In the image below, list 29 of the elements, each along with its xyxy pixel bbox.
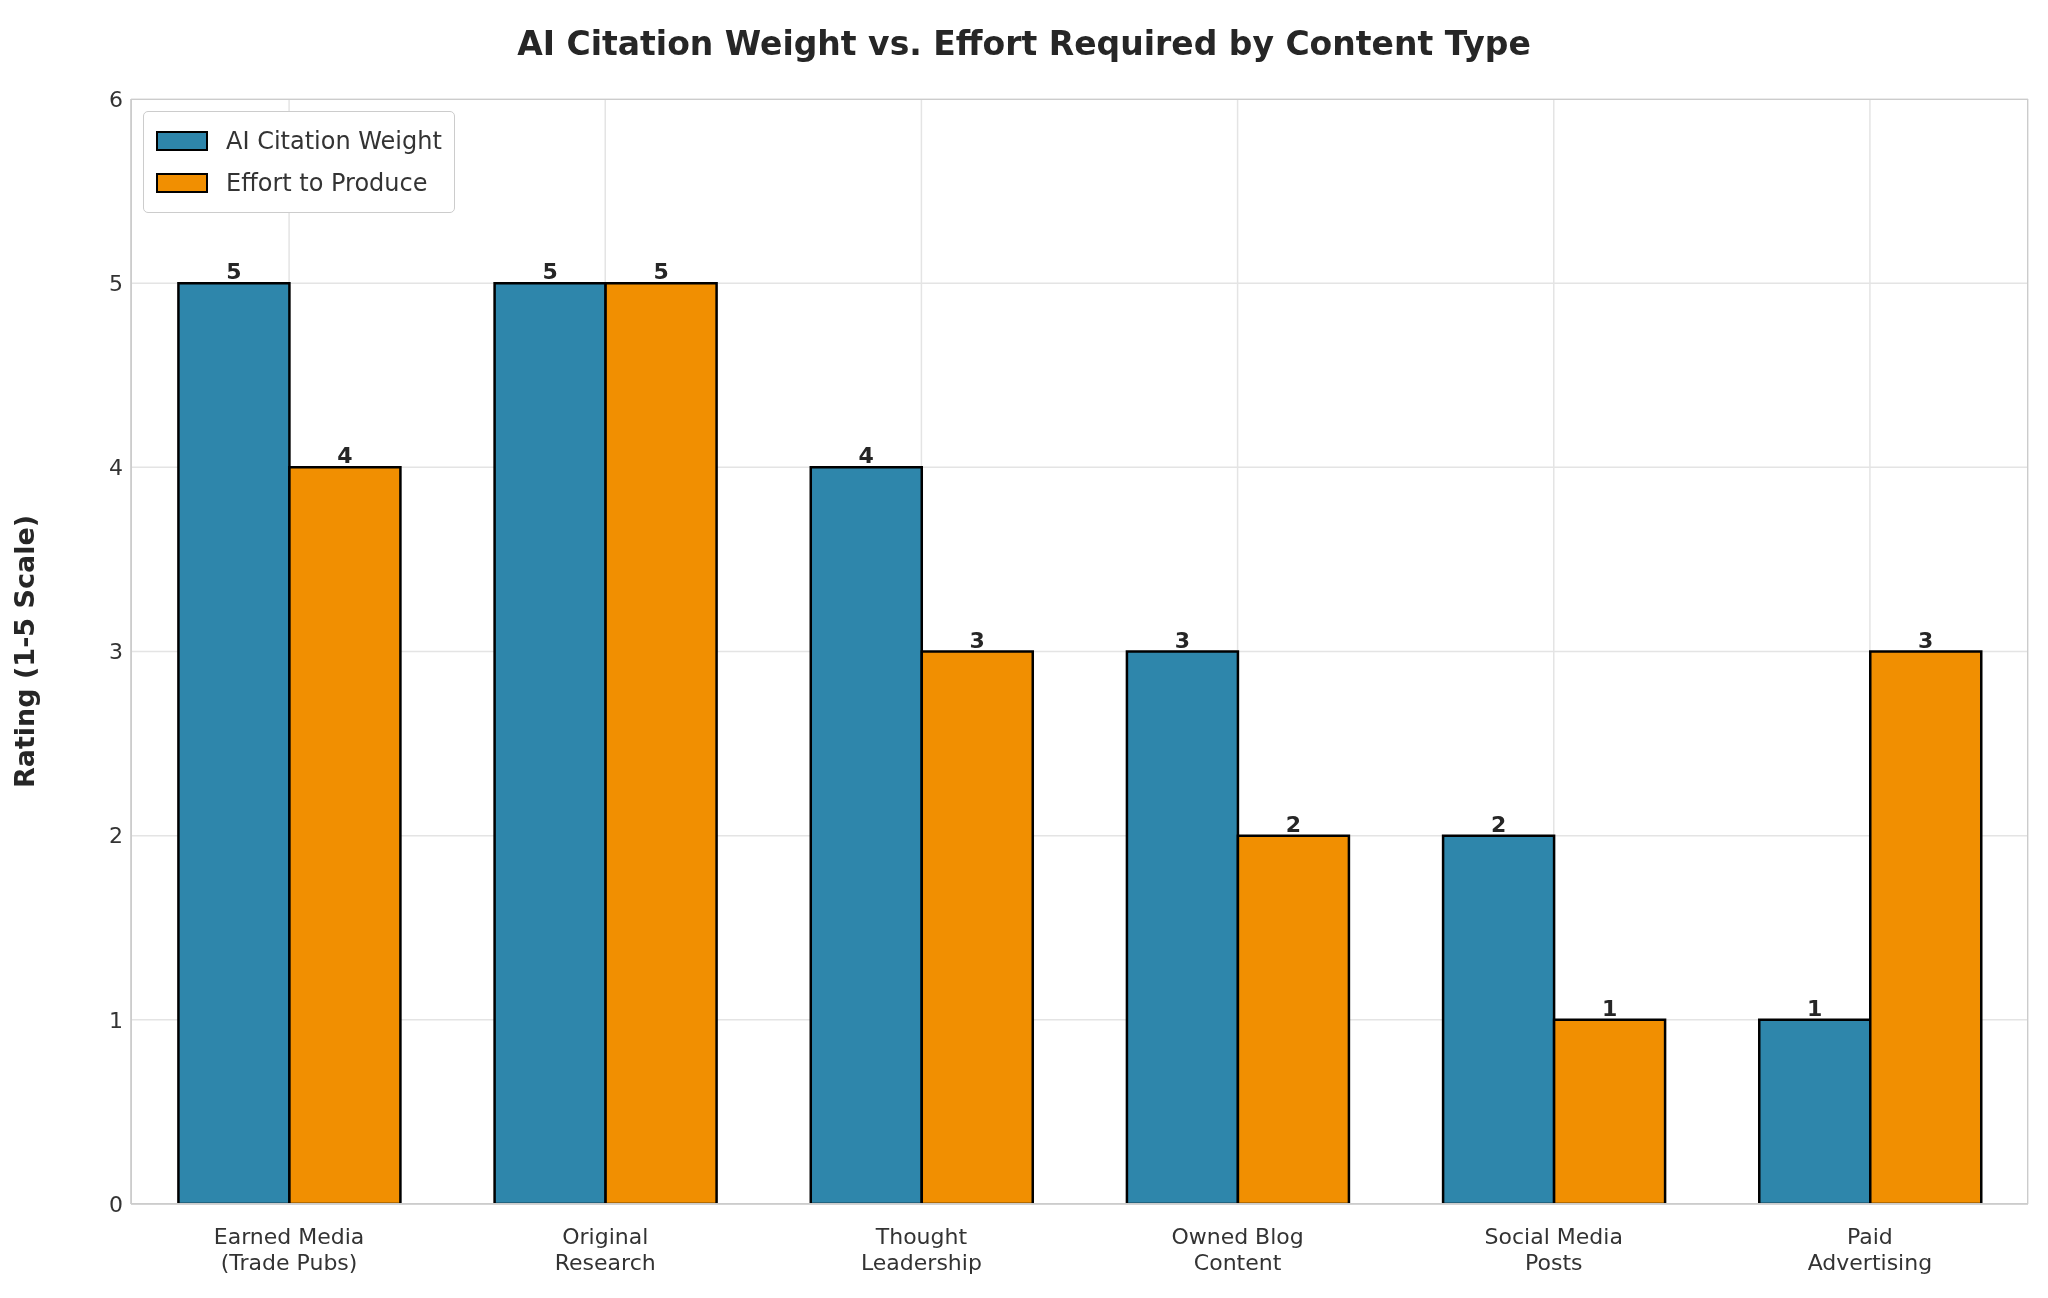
data-label: 5 — [542, 259, 558, 285]
y-tick-label: 0 — [109, 1191, 123, 1217]
y-tick-label: 6 — [109, 86, 123, 112]
y-tick-label: 2 — [109, 823, 123, 849]
x-tick-label: Paid Advertising — [1807, 1224, 1933, 1275]
data-label: 3 — [969, 627, 985, 653]
x-tick-label: Social Media Posts — [1484, 1224, 1623, 1275]
data-label: 4 — [858, 443, 874, 469]
y-tick-label: 5 — [109, 270, 123, 296]
data-label: 3 — [1918, 627, 1934, 653]
legend-label: AI Citation Weight — [226, 127, 442, 155]
x-tick-label: Thought Leadership — [860, 1224, 982, 1275]
x-tick-label: Original Research — [554, 1224, 656, 1275]
y-axis-title: Rating (1-5 Scale) — [8, 514, 40, 789]
chart-title: AI Citation Weight vs. Effort Required by Content Type — [516, 24, 1532, 63]
data-label: 5 — [653, 259, 669, 285]
x-tick-label: Owned Blog Content — [1171, 1224, 1304, 1275]
data-label: 2 — [1490, 811, 1507, 837]
data-label: 1 — [1807, 995, 1823, 1021]
data-label: 1 — [1601, 995, 1618, 1021]
y-tick-label: 4 — [109, 455, 123, 481]
data-label: 5 — [226, 259, 242, 285]
data-label: 3 — [1174, 627, 1191, 653]
data-label: 2 — [1285, 811, 1302, 837]
y-tick-label: 1 — [109, 1007, 123, 1033]
legend-label: Effort to Produce — [226, 169, 428, 197]
data-label: 4 — [337, 443, 353, 469]
x-tick-label: Earned Media (Trade Pubs) — [213, 1224, 365, 1275]
y-tick-label: 3 — [109, 639, 123, 665]
